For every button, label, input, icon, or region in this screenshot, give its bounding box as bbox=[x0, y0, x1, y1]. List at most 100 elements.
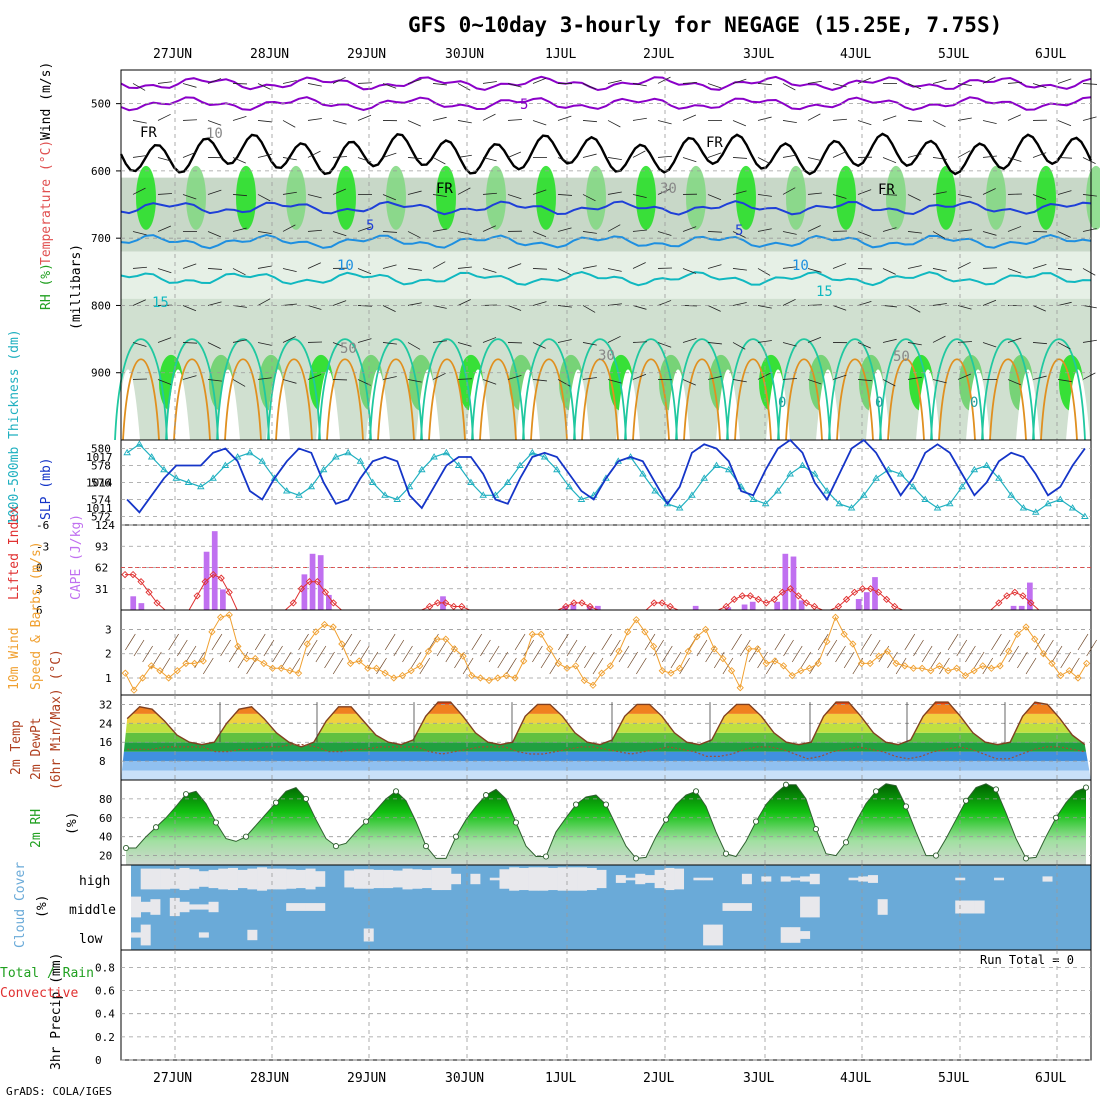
cloud_high-cell-94 bbox=[1042, 876, 1053, 882]
top-date-label-0: 27JUN bbox=[153, 47, 192, 62]
wind10m-barb-62 bbox=[661, 645, 673, 663]
upper-wind-barb-6-17 bbox=[557, 305, 572, 308]
wind10m-barb-76 bbox=[783, 639, 794, 657]
upper-wind-barb-4-7 bbox=[307, 229, 322, 232]
wind10m-point-23 bbox=[320, 620, 329, 629]
isotherm-25-arch-13 bbox=[785, 358, 823, 441]
upper-wind-barb-8-11 bbox=[407, 379, 422, 383]
rh-dry-column-17 bbox=[966, 369, 990, 440]
wind10m-barb-30 bbox=[384, 633, 396, 651]
wind10m-point-47 bbox=[528, 630, 537, 638]
upper-wind-barb-5-10 bbox=[382, 264, 397, 269]
thickness-point-62 bbox=[884, 465, 893, 473]
upper-wind-barb-7-13 bbox=[457, 342, 472, 347]
wind10m-point-41 bbox=[476, 674, 485, 682]
cloud_high-cell-7 bbox=[198, 871, 209, 887]
cloud_high-cell-59 bbox=[703, 877, 714, 881]
bottom-date-label-7: 4JUL bbox=[840, 1071, 871, 1086]
upper-wind-barb-0-1 bbox=[157, 81, 172, 84]
upper-wind-barb-8-29 bbox=[857, 379, 872, 382]
wind10m-point-36 bbox=[433, 635, 441, 643]
wind10m-barb-95 bbox=[947, 633, 959, 651]
isotherm-20-arch-8 bbox=[522, 338, 576, 441]
cloud_high-cell-70 bbox=[809, 873, 820, 885]
isotherm-25-arch-14 bbox=[836, 358, 874, 441]
upper-wind-barb-7-0 bbox=[132, 342, 147, 347]
upper-wind-barb-6-8 bbox=[332, 300, 347, 306]
thickness-point-25 bbox=[430, 453, 438, 460]
upper-wind-barb-0-13 bbox=[457, 83, 471, 91]
upper-wind-barb-3-20 bbox=[632, 194, 647, 198]
cloud_high-cell-85 bbox=[955, 877, 966, 881]
wind10m-barb-34 bbox=[419, 657, 431, 675]
upper-wind-barb-4-32 bbox=[932, 231, 946, 239]
upper-wind-barb-7-4 bbox=[232, 339, 247, 343]
thickness-point-74 bbox=[1031, 508, 1040, 515]
thickness-point-23 bbox=[405, 482, 414, 490]
wind10m-point-55 bbox=[598, 669, 606, 677]
upper-wind-barb-6-16 bbox=[532, 301, 547, 306]
isotherm-20-arch-6 bbox=[420, 338, 474, 441]
wind10m-point-29 bbox=[372, 664, 381, 672]
lifted-index-point-92 bbox=[858, 585, 867, 593]
upper-wind-barb-0-24 bbox=[732, 78, 747, 84]
thickness-point-9 bbox=[233, 453, 242, 460]
upper-wind-barb-1-2 bbox=[182, 119, 198, 121]
upper-wind-barb-0-25 bbox=[757, 83, 772, 86]
top-date-label-3: 30JUN bbox=[445, 47, 484, 62]
precip-ytick-3: 0.6 bbox=[95, 985, 115, 998]
wind10m-point-82 bbox=[831, 613, 840, 621]
upper-wind-barb-3-17 bbox=[557, 194, 572, 196]
cloud_low-cell-7 bbox=[198, 932, 209, 938]
thickness-point-67 bbox=[946, 499, 954, 507]
y-axis-labels: Temperature (°C)Wind (m/s) RH (%) (milliba… bbox=[0, 62, 94, 1070]
rh-moist-blob-13 bbox=[786, 165, 806, 230]
wind10m-point-69 bbox=[719, 654, 727, 663]
lifted-index-point-82 bbox=[778, 588, 787, 596]
lifted-index-point-55 bbox=[562, 602, 570, 611]
upper-wind-barb-1-28 bbox=[832, 118, 847, 121]
upper-wind-barb-7-16 bbox=[532, 342, 546, 349]
slp-thickness-slp-tick-2: 1017 bbox=[86, 451, 113, 464]
upper-wind-barb-2-1 bbox=[157, 157, 172, 162]
wind10m-point-86 bbox=[866, 659, 874, 668]
precip-ytick-2: 0.4 bbox=[95, 1008, 115, 1021]
upper-wind-barb-5-32 bbox=[932, 268, 947, 272]
upper-wind-barb-7-36 bbox=[1032, 342, 1047, 345]
upper-wind-barb-5-2 bbox=[182, 263, 197, 269]
upper-wind-barb-8-27 bbox=[807, 379, 822, 385]
upper-wind-barb-0-2 bbox=[182, 83, 197, 88]
wind10m-point-35 bbox=[424, 647, 433, 655]
upper-wind-barb-0-31 bbox=[907, 83, 922, 90]
cloud_high-cell-46 bbox=[577, 867, 588, 891]
upper-wind-barb-0-20 bbox=[632, 83, 647, 87]
rh-moist-blob-17 bbox=[986, 165, 1006, 230]
ylabel-wind: Wind (m/s) bbox=[39, 62, 54, 140]
lifted-index-point-80 bbox=[762, 599, 770, 607]
wind10m-point-22 bbox=[312, 628, 320, 636]
rh-moist-blob-15 bbox=[886, 165, 906, 230]
upper-wind-barb-7-10 bbox=[382, 342, 397, 345]
cloud_high-cell-22 bbox=[344, 870, 355, 888]
rh-point-12 bbox=[242, 833, 250, 840]
cloud_low-cell-68 bbox=[790, 927, 801, 943]
upper-wind-barb-5-33 bbox=[957, 261, 971, 269]
upper-wind-barb-2-33 bbox=[957, 150, 971, 158]
isotherm-25-arch-17 bbox=[989, 358, 1027, 441]
cloud_high-cell-63 bbox=[741, 873, 752, 885]
slp-thickness-slp-tick-0: 1011 bbox=[86, 502, 113, 515]
ylabel-total-rain: Total / Rain bbox=[0, 966, 94, 981]
wind10m-barb-46 bbox=[523, 639, 535, 657]
wind10m-point-102 bbox=[1005, 647, 1013, 655]
cloud_high-cell-38 bbox=[499, 869, 510, 889]
upper-wind-barb-3-14 bbox=[482, 192, 497, 195]
upper-wind-barb-3-33 bbox=[957, 194, 972, 198]
isotherm-25-arch-0 bbox=[122, 358, 160, 441]
cloud_high-cell-56 bbox=[674, 868, 685, 890]
cloud_mid-cell-61 bbox=[722, 903, 733, 911]
rh-point-57 bbox=[692, 788, 700, 795]
rh-moist-blob-11 bbox=[686, 165, 706, 230]
wind10m-barb-60 bbox=[644, 633, 656, 651]
upper-wind-barb-3-36 bbox=[1032, 194, 1047, 200]
temp-band-2 bbox=[121, 751, 1091, 762]
